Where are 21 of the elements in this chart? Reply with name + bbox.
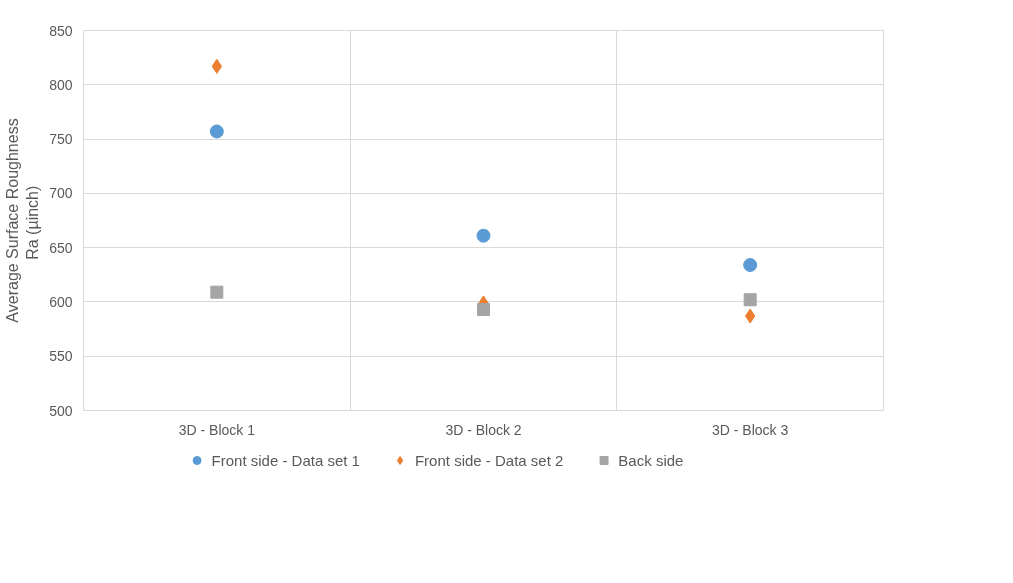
x-tick-label: 3D - Block 3 [712,421,789,438]
y-tick-label: 500 [49,402,73,419]
x-tick-label: 3D - Block 2 [445,421,522,438]
point [743,293,757,307]
point [743,258,758,272]
legend-label: Front side - Data set 1 [211,451,360,469]
legend-label: Back side [618,451,684,469]
point [477,303,490,317]
y-tick-label: 750 [49,131,73,148]
legend-label: Front side - Data set 2 [414,451,564,469]
y-tick-label: 600 [49,293,73,310]
y-tick-label: 800 [49,76,73,93]
x-tick-label: 3D - Block 1 [178,421,256,438]
y-tick-label: 550 [49,348,73,365]
y-tick-label: 700 [49,185,73,202]
point [476,228,491,243]
y-axis-title: Average Surface Roughness Ra (µinch) [3,118,42,323]
point [209,124,224,139]
y-tick-label: 850 [49,22,73,39]
y-tick-label: 650 [49,239,73,256]
point [210,285,224,299]
